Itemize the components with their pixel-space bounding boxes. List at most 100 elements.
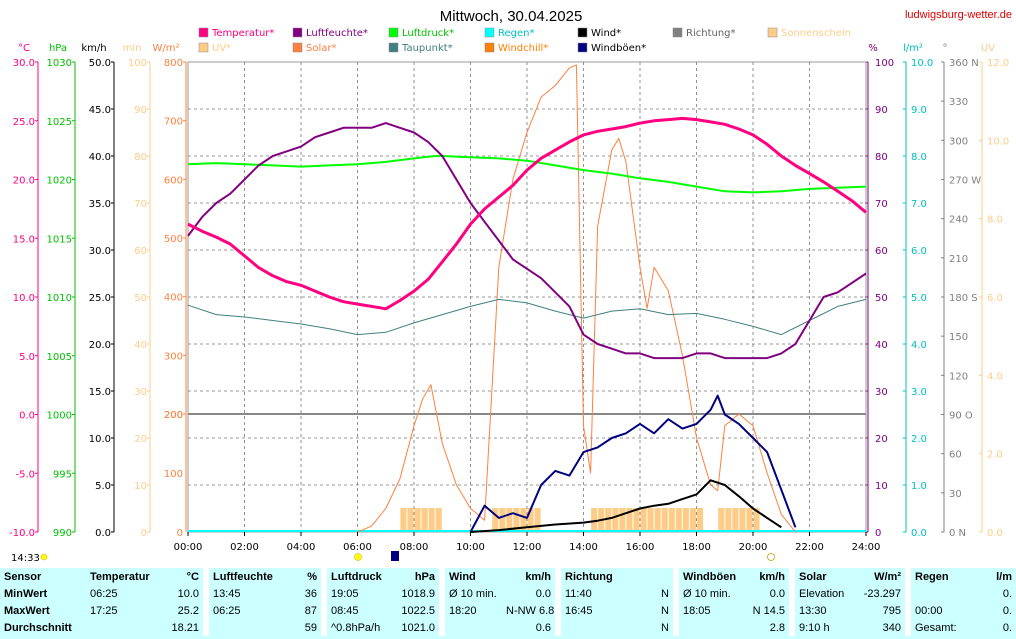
rain-axis-tick-label: 0.0 — [911, 528, 927, 539]
sunshine-bar — [428, 508, 435, 532]
x-tick-label: 22:00 — [795, 542, 824, 553]
sunshine-bar — [506, 508, 513, 532]
sunrise-icon — [354, 553, 362, 561]
min-axis-tick-label: 50 — [134, 293, 147, 304]
legend-swatch — [577, 27, 588, 38]
temp-axis-tick-label: 15.0 — [13, 234, 35, 245]
gust-value: 0.0 — [769, 587, 785, 600]
legend-label: Sonnenschein — [781, 28, 851, 39]
moon-icon — [391, 551, 399, 561]
legend-label: UV* — [212, 43, 231, 54]
sunshine-bar — [654, 508, 661, 532]
min-axis-tick-label: 90 — [134, 105, 147, 116]
solar-time: Elevation — [789, 585, 856, 602]
dir-time — [555, 619, 614, 636]
rain-time: 00:00 — [905, 602, 966, 619]
solar-time: 9:10 h — [789, 619, 856, 636]
temp-value: 18.21 — [171, 621, 199, 634]
wind-axis-tick-label: 35.0 — [89, 199, 111, 210]
press-time: 19:05 — [321, 585, 388, 602]
min-axis-tick-label: 20 — [134, 434, 147, 445]
solar-axis-unit: W/m² — [152, 43, 179, 54]
series-wind — [470, 479, 782, 533]
press-axis-tick-label: 1020 — [47, 176, 72, 187]
legend-label: Temperatur* — [211, 28, 274, 39]
solar-axis-tick-label: 700 — [164, 117, 183, 128]
legend-swatch — [484, 27, 495, 38]
solar-axis-tick-label: 400 — [164, 293, 183, 304]
uv-axis-tick-label: 12.0 — [987, 58, 1009, 69]
wind-axis-tick-label: 20.0 — [89, 340, 111, 351]
legend-swatch — [388, 27, 399, 38]
legend-label: Solar* — [306, 43, 336, 54]
dir-axis-tick-label: 90 O — [949, 411, 973, 422]
hdr-rain: Regen — [905, 568, 966, 585]
hdr-rain-unit: l/m — [996, 570, 1012, 583]
row-label: MaxWert — [4, 604, 50, 617]
stats-panel: Sensor Temperatur °C Luftfeuchte % Luftd… — [0, 568, 1016, 639]
solar-lower-tick-label: 0 — [177, 528, 183, 539]
press-value: 1018.9 — [401, 587, 435, 600]
legend-swatch — [672, 27, 683, 38]
dir-axis-tick-label: 180 S — [949, 293, 978, 304]
sunshine-bar — [718, 508, 725, 532]
hum-axis-tick-label: 70 — [875, 199, 888, 210]
rain-axis-tick-label: 10.0 — [911, 58, 933, 69]
temp-time: 17:25 — [90, 604, 118, 617]
gust-time: Ø 10 min. — [673, 585, 738, 602]
series-solar — [357, 64, 796, 533]
wind-axis-tick-label: 5.0 — [95, 481, 111, 492]
x-tick-label: 02:00 — [230, 542, 259, 553]
chart-title: Mittwoch, 30.04.2025 — [440, 8, 583, 25]
legend-label: Windböen* — [591, 43, 646, 54]
hdr-wind: Wind — [439, 568, 502, 585]
dir-axis-tick-label: 150 — [949, 332, 968, 343]
uv-axis-unit: UV — [981, 43, 995, 54]
wind-axis-tick-label: 45.0 — [89, 105, 111, 116]
hdr-temp-unit: °C — [186, 570, 199, 583]
wind-time: Ø 10 min. — [439, 585, 502, 602]
sunshine-bar — [626, 508, 633, 532]
sunshine-bar — [414, 508, 421, 532]
sunshine-bar — [746, 508, 753, 532]
hum-time — [203, 619, 274, 636]
temp-time: 06:25 — [90, 587, 118, 600]
solar-axis-tick-label: 200 — [164, 410, 183, 421]
uv-axis-tick-label: 10.0 — [987, 136, 1009, 147]
min-axis-tick-label: 30 — [134, 387, 147, 398]
solar-lower-tick-label: 200 — [164, 410, 183, 421]
solar-value: 340 — [882, 621, 901, 634]
dir-value: N — [661, 604, 669, 617]
gust-time — [673, 619, 738, 636]
series-lines — [187, 64, 867, 533]
x-tick-label: 24:00 — [852, 542, 881, 553]
min-axis-tick-label: 10 — [134, 481, 147, 492]
press-axis-tick-label: 1000 — [47, 411, 72, 422]
site-link[interactable]: ludwigsburg-wetter.de — [905, 9, 1012, 21]
series-temperatur — [187, 116, 867, 311]
x-tick-label: 06:00 — [343, 542, 372, 553]
legend-swatch — [198, 42, 209, 53]
press-axis-tick-label: 1030 — [47, 58, 72, 69]
sunshine-bar — [534, 508, 541, 532]
uv-axis-tick-label: 6.0 — [987, 293, 1003, 304]
sunshine-bar — [732, 508, 739, 532]
sunset-icon — [767, 553, 775, 561]
dir-axis-tick-label: 270 W — [949, 176, 981, 187]
x-tick-label: 12:00 — [513, 542, 542, 553]
min-axis-tick-label: 40 — [134, 340, 147, 351]
legend-label: Richtung* — [686, 28, 736, 39]
dir-axis-tick-label: 330 — [949, 97, 968, 108]
x-tick-label: 18:00 — [682, 542, 711, 553]
sunshine-bar — [520, 508, 527, 532]
hum-axis-tick-label: 60 — [875, 246, 888, 257]
x-tick-label: 00:00 — [174, 542, 203, 553]
solar-axis-tick-label: 600 — [164, 175, 183, 186]
hdr-wind-unit: km/h — [525, 570, 551, 583]
press-time: ^0.8hPa/h — [321, 619, 388, 636]
press-value: 1021.0 — [401, 621, 435, 634]
dir-axis-tick-label: 240 — [949, 215, 968, 226]
rain-time — [905, 585, 966, 602]
hum-axis-tick-label: 0 — [875, 528, 881, 539]
wind-axis-tick-label: 0.0 — [95, 528, 111, 539]
